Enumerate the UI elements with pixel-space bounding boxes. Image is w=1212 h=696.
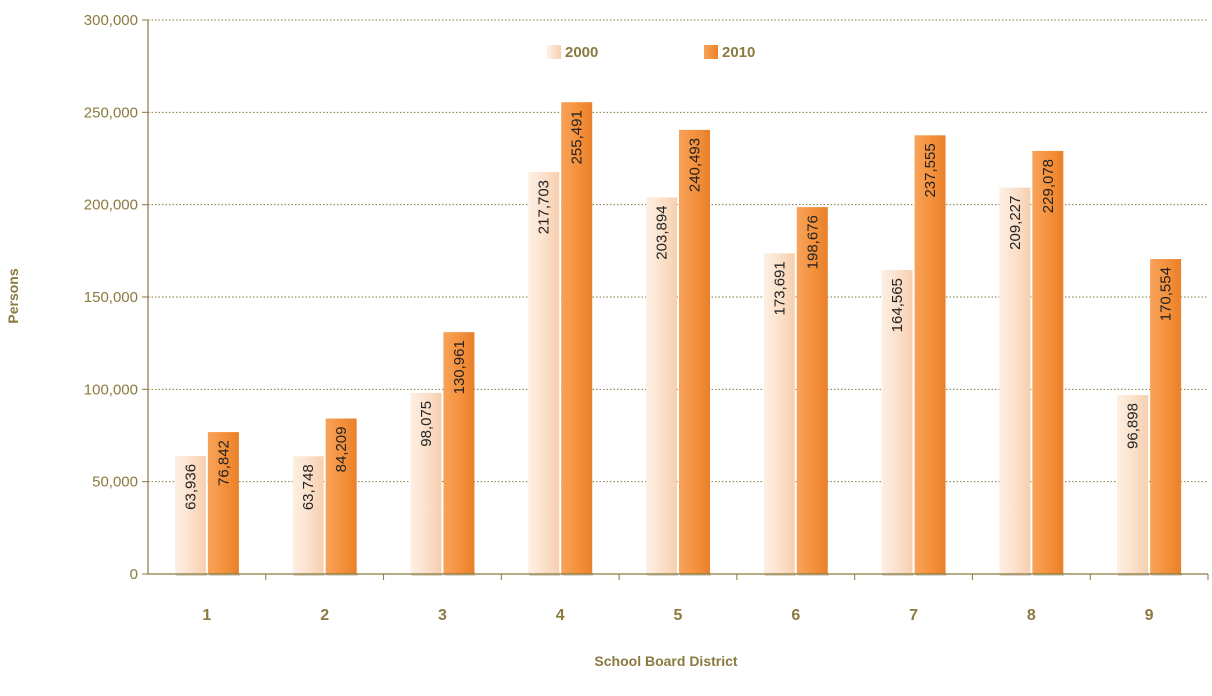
- bar-2010-district-5: [679, 129, 710, 574]
- data-label-2010-district-7: 237,555: [922, 143, 939, 197]
- bar-2010-district-6: [796, 207, 828, 575]
- legend: 2000 2010: [547, 44, 755, 61]
- x-tick-label: 7: [909, 607, 918, 624]
- data-label-2010-district-3: 130,961: [451, 340, 468, 394]
- x-axis-title: School Board District: [594, 653, 737, 669]
- y-tick-label: 150,000: [84, 289, 138, 306]
- data-label-2010-district-9: 170,554: [1158, 267, 1175, 321]
- bar-2010-district-4: [561, 102, 593, 574]
- bar-2000-district-3: [410, 392, 442, 574]
- legend-label-2010: 2010: [722, 44, 755, 61]
- bar-2000-district-2: [292, 456, 324, 574]
- bar-2000-district-9: [1117, 395, 1149, 574]
- bars: 63,936 76,842 63,748 84,209 98,075 130,961 217…: [174, 102, 1183, 576]
- data-label-2000-district-5: 203,894: [654, 205, 671, 259]
- x-tick-label: 2: [320, 607, 329, 624]
- bar-2000-district-5: [646, 197, 677, 574]
- data-label-2000-district-6: 173,691: [771, 261, 788, 315]
- data-label-2000-district-9: 96,898: [1125, 403, 1142, 449]
- x-tick-label: 6: [791, 607, 800, 624]
- y-tick-label: 0: [130, 566, 138, 583]
- bar-2000-district-6: [763, 253, 795, 575]
- data-label-2000-district-2: 63,748: [300, 464, 317, 510]
- y-tick-label: 250,000: [84, 104, 138, 121]
- x-tick-label: 8: [1027, 607, 1036, 624]
- data-label-2010-district-5: 240,493: [687, 138, 704, 192]
- data-label-2010-district-1: 76,842: [215, 440, 232, 486]
- data-label-2000-district-4: 217,703: [536, 180, 553, 234]
- data-label-2010-district-4: 255,491: [569, 110, 586, 164]
- bar-2000-district-7: [881, 270, 913, 574]
- data-label-2000-district-1: 63,936: [182, 464, 199, 510]
- x-tick-label: 9: [1145, 607, 1154, 624]
- data-label-2000-district-3: 98,075: [418, 401, 435, 447]
- x-tick-label: 5: [674, 607, 683, 624]
- data-label-2010-district-6: 198,676: [804, 215, 821, 269]
- legend-label-2000: 2000: [565, 44, 598, 61]
- bar-2010-district-1: [207, 432, 239, 574]
- legend-swatch-2010: [704, 45, 718, 59]
- x-tick-label: 3: [438, 607, 447, 624]
- y-tick-label: 50,000: [92, 474, 138, 491]
- axes: 0 50,000 100,000 150,000 200,000 250,000 300,0…: [84, 12, 1209, 624]
- y-tick-label: 300,000: [84, 12, 138, 29]
- bar-2010-district-3: [443, 332, 475, 574]
- bar-2000-district-4: [528, 171, 560, 574]
- y-axis-title: Persons: [5, 268, 21, 323]
- data-label-2010-district-8: 229,078: [1040, 159, 1057, 213]
- x-tick-label: 4: [556, 607, 565, 624]
- bar-2010-district-9: [1150, 259, 1182, 574]
- y-tick-label: 200,000: [84, 197, 138, 214]
- data-label-2000-district-8: 209,227: [1007, 196, 1024, 250]
- bar-2010-district-8: [1032, 150, 1064, 574]
- data-label-2000-district-7: 164,565: [889, 278, 906, 332]
- gridlines: [148, 19, 1208, 483]
- bar-2010-district-7: [914, 135, 946, 574]
- legend-swatch-2000: [547, 45, 561, 59]
- y-tick-label: 100,000: [84, 381, 138, 398]
- bar-2010-district-2: [325, 418, 357, 574]
- bar-2000-district-1: [174, 455, 206, 574]
- bar-2000-district-8: [999, 187, 1031, 574]
- data-label-2010-district-2: 84,209: [333, 426, 350, 472]
- x-tick-label: 1: [202, 607, 211, 624]
